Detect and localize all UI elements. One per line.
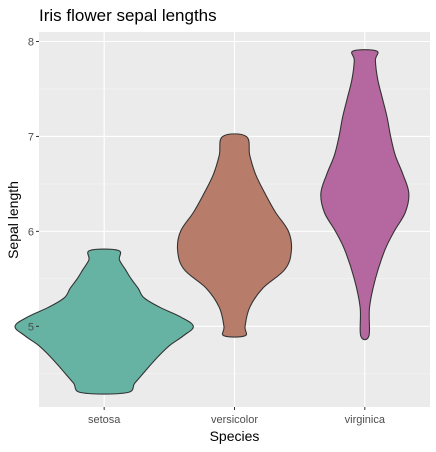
y-axis-title: Sepal length bbox=[5, 181, 21, 259]
x-axis: setosa versicolor virginica bbox=[88, 407, 386, 426]
x-tick-label-versicolor: versicolor bbox=[211, 414, 258, 426]
chart-title: Iris flower sepal lengths bbox=[39, 6, 217, 25]
violin-virginica bbox=[320, 49, 410, 341]
y-tick-label: 7 bbox=[28, 131, 34, 143]
y-tick-label: 8 bbox=[28, 36, 34, 48]
x-tick-label-setosa: setosa bbox=[88, 414, 121, 426]
y-tick-label: 5 bbox=[28, 321, 34, 333]
violin-setosa bbox=[14, 248, 194, 395]
y-axis: 5 6 7 8 bbox=[28, 36, 39, 333]
x-tick-label-virginica: virginica bbox=[345, 414, 386, 426]
x-axis-title: Species bbox=[210, 428, 260, 444]
violin-versicolor bbox=[176, 133, 293, 338]
y-tick-label: 6 bbox=[28, 226, 34, 238]
violins-layer bbox=[14, 49, 410, 395]
